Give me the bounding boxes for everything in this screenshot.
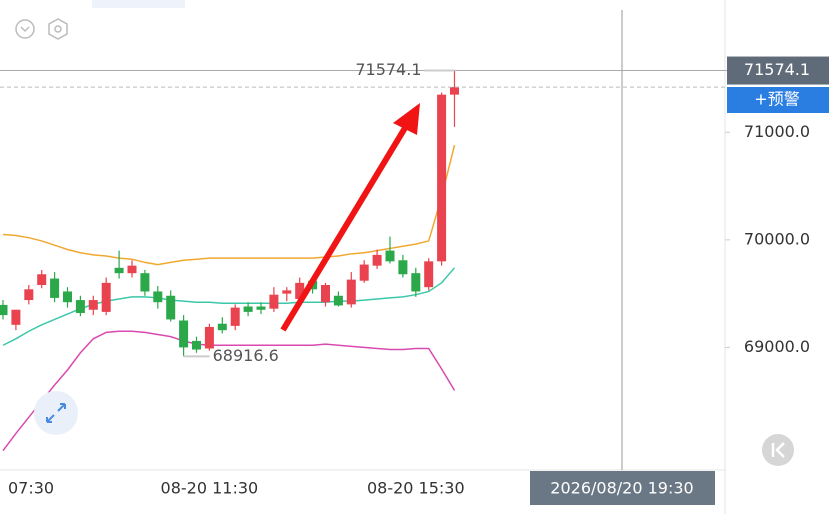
candle-body	[63, 291, 72, 303]
candle-body	[75, 300, 85, 313]
candle-body	[411, 273, 421, 292]
collapse-icon[interactable]	[15, 19, 35, 39]
crosshair-label-box	[530, 471, 715, 505]
candle-body	[243, 306, 253, 312]
min-label: 68916.6	[213, 346, 279, 365]
y-tick-label: 70000.0	[744, 229, 810, 248]
candle-body	[359, 264, 369, 281]
chevron	[20, 26, 30, 33]
alert-button[interactable]: +预警	[754, 90, 799, 109]
alert-button-box[interactable]	[727, 87, 829, 113]
candle-body	[295, 282, 305, 299]
x-tick-label: 07:30	[8, 479, 54, 498]
candle-body	[450, 87, 459, 95]
y-tick-label: 69000.0	[744, 337, 810, 356]
candle-body	[230, 307, 240, 326]
candle-body	[346, 279, 356, 305]
settings-icon[interactable]	[48, 18, 68, 40]
band-line	[2, 330, 456, 452]
candle-body	[424, 261, 434, 288]
expand-button[interactable]	[34, 391, 78, 435]
candle-body	[37, 274, 47, 286]
tab	[92, 0, 185, 8]
candle-body	[204, 326, 214, 349]
candle-body	[372, 254, 382, 266]
crosshair-label: 2026/08/20 19:30	[550, 479, 693, 498]
candle-body	[321, 285, 330, 303]
candle-body	[333, 295, 343, 306]
candle-body	[192, 340, 201, 350]
candle-body	[179, 320, 189, 348]
candle-body	[385, 250, 395, 262]
axis-price-box	[727, 56, 829, 85]
annotation-arrow	[280, 103, 420, 332]
band-line	[2, 145, 456, 266]
x-tick-label: 08-20 15:30	[367, 479, 465, 498]
candle-body	[166, 295, 176, 320]
candle-body	[398, 260, 408, 275]
candle-body	[140, 273, 150, 292]
candle-body	[256, 306, 266, 310]
y-tick-label: 71000.0	[744, 122, 810, 141]
candle-body	[114, 267, 124, 274]
candle-body	[101, 282, 111, 312]
candle-body	[127, 265, 137, 274]
reset-icon	[771, 442, 785, 458]
arrow-head	[393, 103, 420, 135]
candle-body	[11, 309, 21, 325]
arrow-shaft	[280, 126, 408, 332]
candle-body	[0, 304, 8, 316]
candle-body	[437, 94, 447, 262]
x-tick-label: 08-20 11:30	[161, 479, 259, 498]
candle-body	[24, 289, 34, 301]
max-label: 71574.1	[355, 60, 421, 79]
expand-icon	[46, 403, 66, 423]
candle-body	[153, 291, 163, 303]
settings-dot	[54, 25, 62, 33]
candle-body	[217, 323, 227, 331]
band-line	[2, 267, 456, 346]
plot	[0, 70, 459, 452]
axis-price-label: 71574.1	[744, 60, 810, 79]
candle-body	[282, 290, 292, 294]
candle-body	[50, 278, 60, 298]
candle-body	[88, 300, 98, 310]
candle-body	[269, 294, 279, 309]
